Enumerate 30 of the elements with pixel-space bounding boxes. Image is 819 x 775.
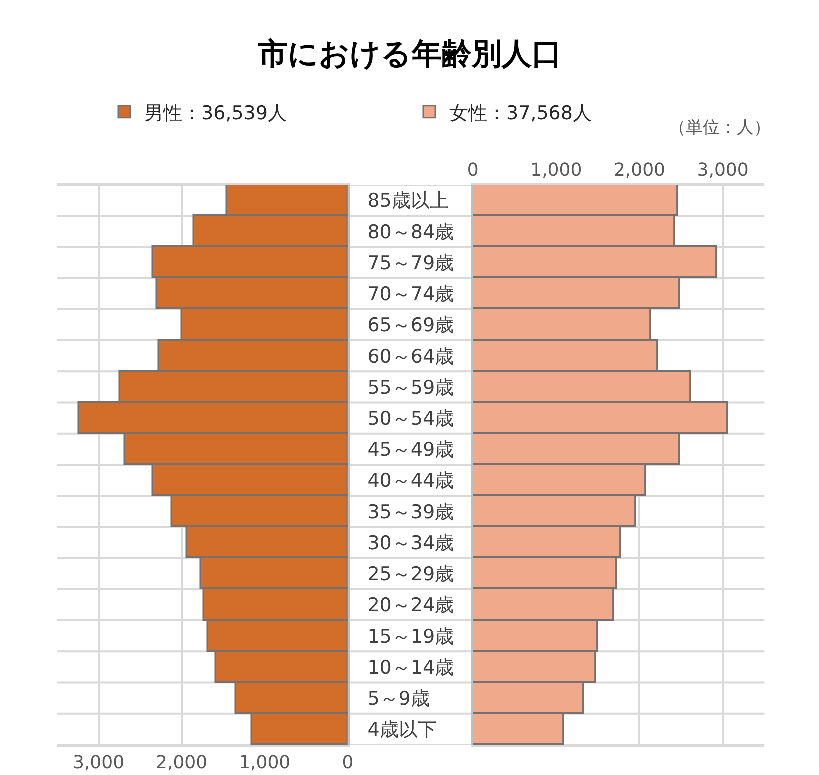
x-tick-label: 0	[467, 160, 479, 181]
y-tick-label: 75～79歳	[368, 252, 454, 274]
y-tick-label: 25～29歳	[368, 564, 454, 586]
x-tick-label: 0	[342, 752, 354, 774]
y-tick-label: 40～44歳	[368, 470, 454, 492]
y-tick-label: 4歳以下	[368, 719, 437, 742]
x-tick-label: 1,000	[530, 160, 582, 181]
y-tick-label: 85歳以上	[368, 190, 449, 212]
text: 市における年齢別人口	[257, 37, 562, 72]
y-tick-label: 55～59歳	[368, 376, 454, 399]
y-tick-label: 15～19歳	[368, 626, 454, 648]
legend-label: 女性：37,568人	[450, 102, 592, 124]
y-tick-label: 20～24歳	[368, 594, 454, 617]
y-tick-label: 30～34歳	[368, 532, 454, 554]
y-tick-label: 70～74歳	[368, 284, 454, 306]
y-tick-label: 50～54歳	[368, 408, 454, 430]
y-tick-label: 60～64歳	[368, 346, 454, 368]
y-tick-label: 10～14歳	[368, 656, 454, 679]
y-tick-label: 35～39歳	[368, 501, 454, 524]
y-tick-label: 45～49歳	[368, 439, 454, 462]
x-tick-label: 2,000	[156, 752, 208, 774]
y-tick-label: 80～84歳	[368, 221, 454, 244]
x-tick-label: 2,000	[614, 160, 666, 181]
x-tick-label: 1,000	[239, 752, 291, 774]
legend-label: 男性：36,539人	[144, 102, 287, 124]
y-tick-label: 65～69歳	[368, 314, 454, 337]
text: （単位：人）	[669, 118, 771, 138]
x-tick-label: 3,000	[73, 752, 125, 774]
y-tick-label: 5～9歳	[368, 688, 430, 710]
x-tick-label: 3,000	[697, 160, 749, 181]
